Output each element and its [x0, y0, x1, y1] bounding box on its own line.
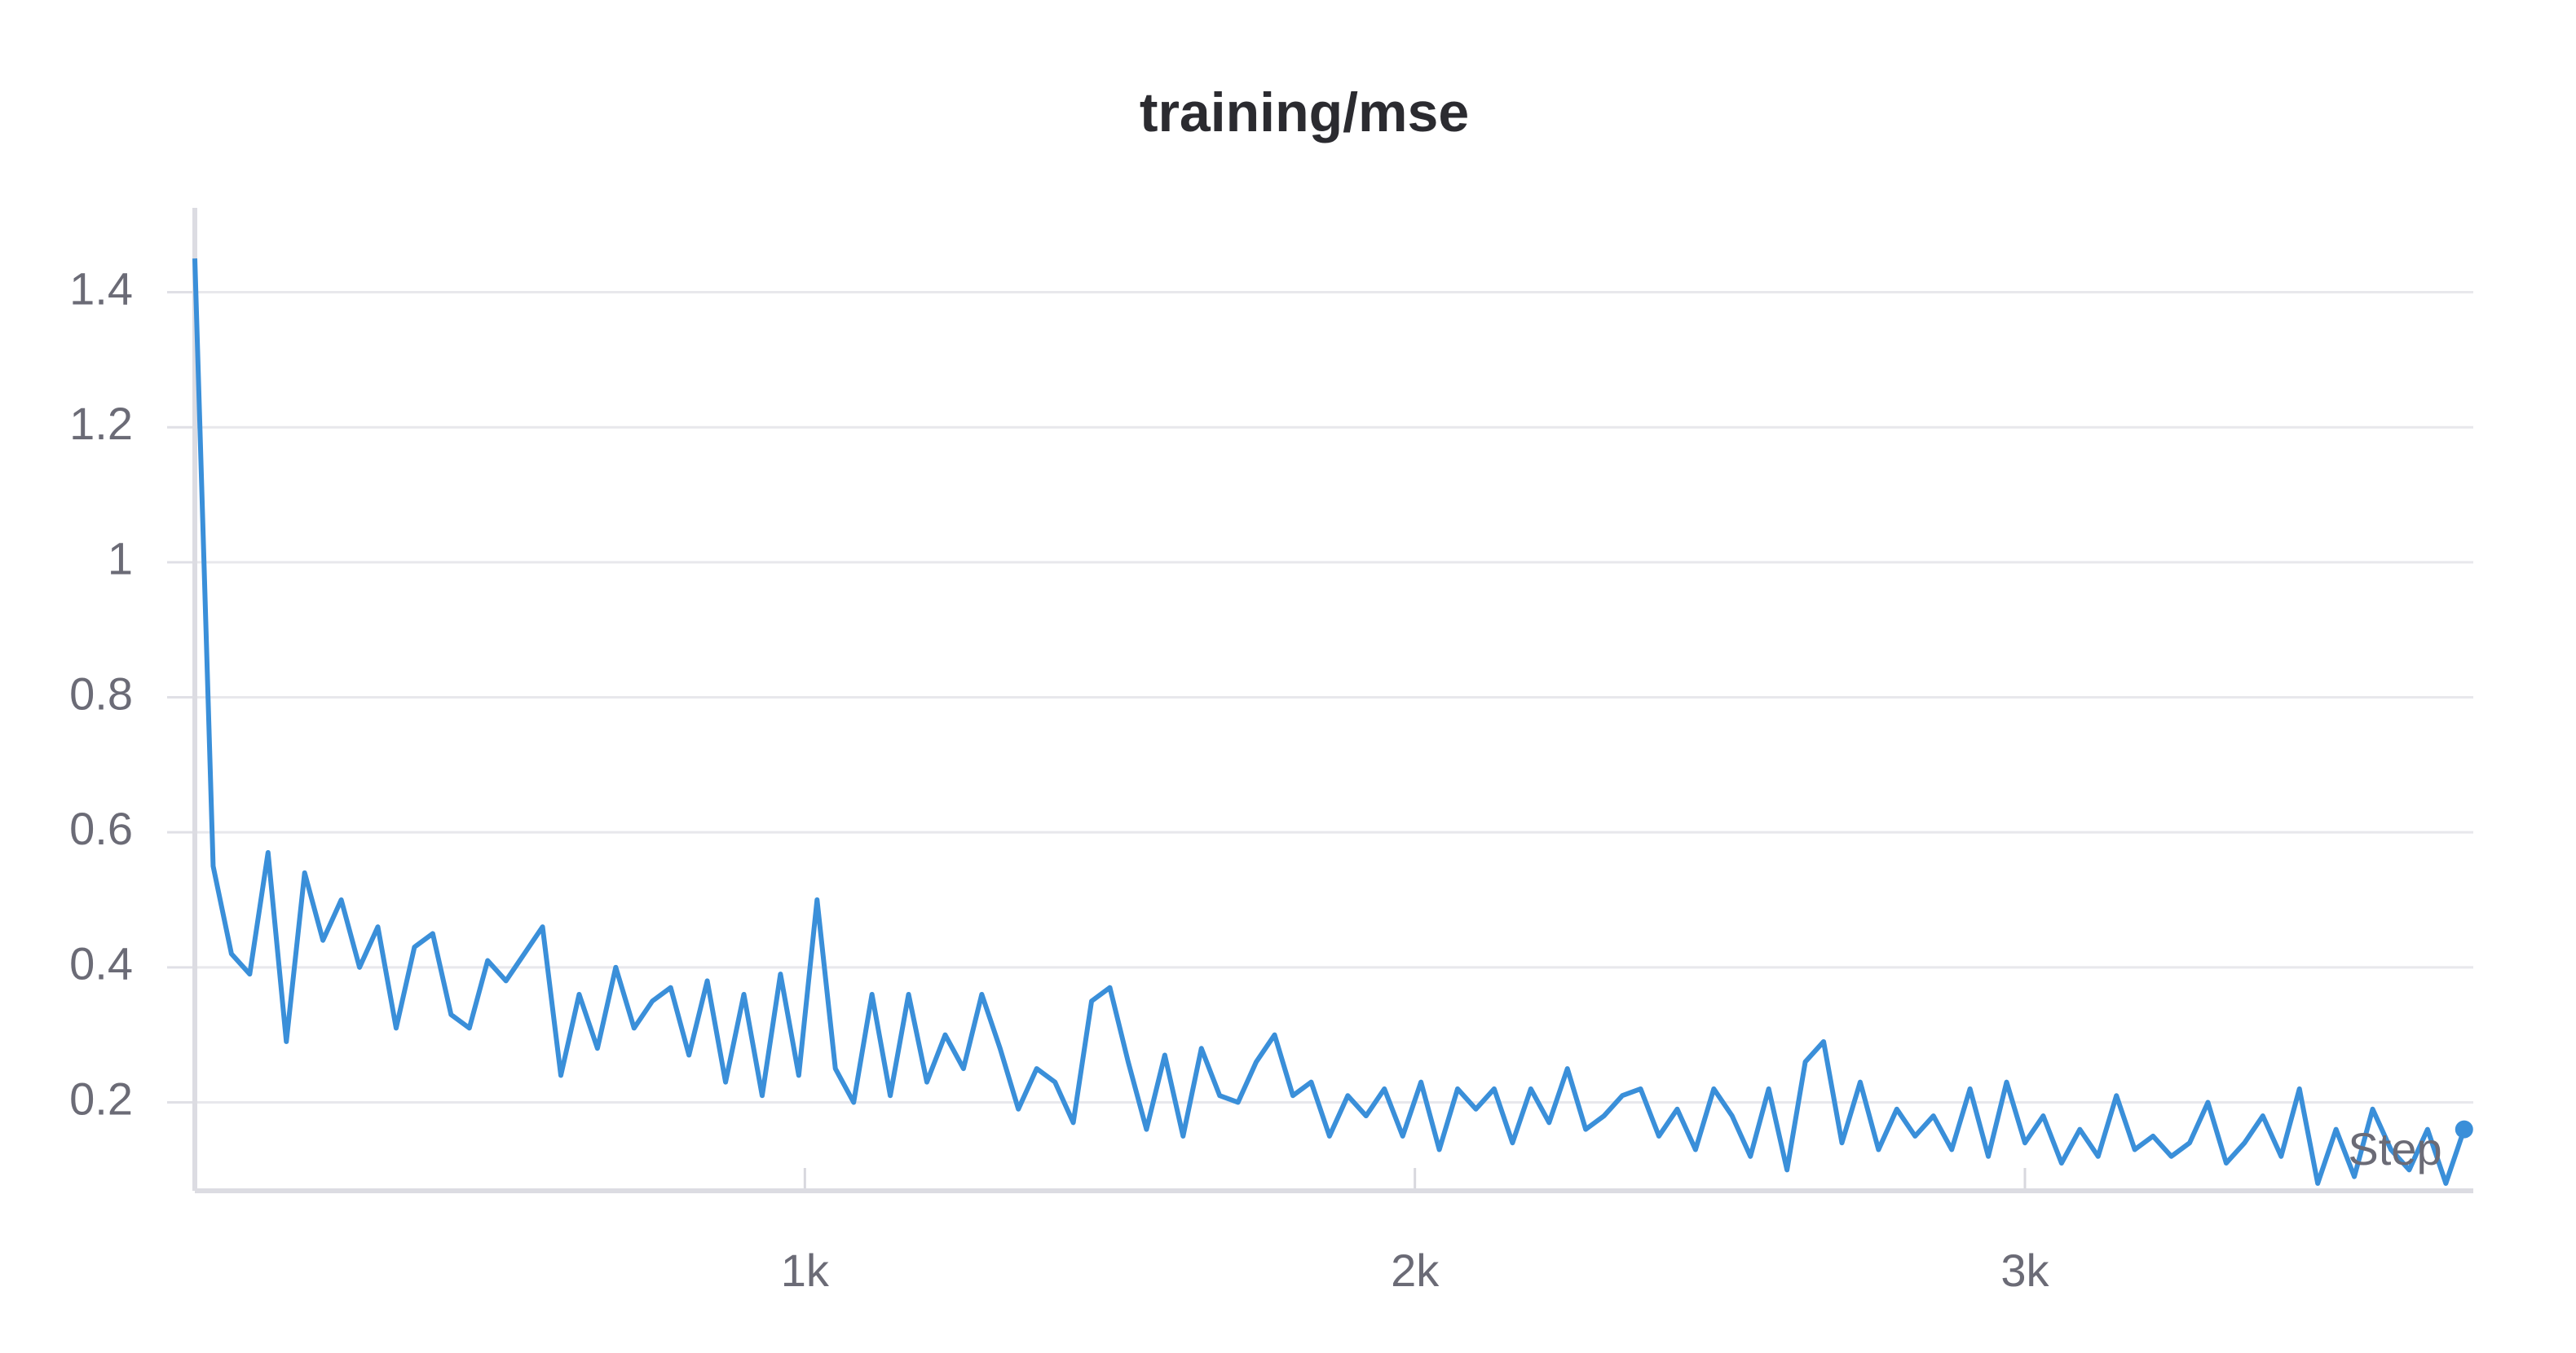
y-tick-label: 0.8 — [69, 668, 133, 719]
y-tick-label: 0.6 — [69, 803, 133, 854]
y-tick-label: 1.2 — [69, 398, 133, 449]
x-tick-label: 2k — [1391, 1245, 1440, 1296]
x-axis-label: Step — [2348, 1123, 2441, 1175]
last-point — [2455, 1120, 2473, 1139]
y-tick-label: 1 — [108, 533, 133, 584]
y-tick-label: 0.2 — [69, 1073, 133, 1124]
y-tick-label: 0.4 — [69, 938, 133, 989]
y-tick-label: 1.4 — [69, 262, 133, 314]
series-line — [192, 258, 2467, 1186]
x-tick-label: 3k — [2000, 1245, 2049, 1296]
chart-title: training/mse — [1140, 82, 1469, 143]
x-tick-label: 1k — [781, 1245, 830, 1296]
